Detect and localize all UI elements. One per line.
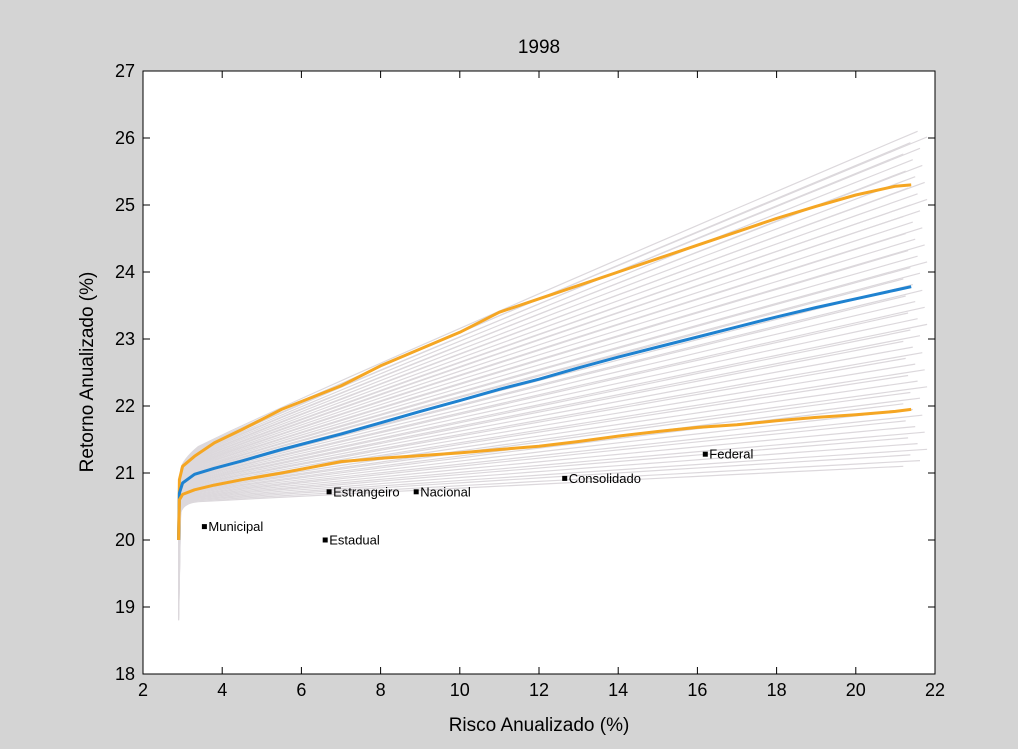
x-tick-label: 20 — [846, 680, 866, 700]
ensemble-line — [178, 448, 928, 569]
ensemble-line — [178, 130, 918, 544]
x-tick-label: 4 — [217, 680, 227, 700]
series-line — [177, 183, 912, 541]
y-tick-label: 23 — [115, 329, 135, 349]
point-label: Estadual — [329, 533, 380, 548]
y-tick-label: 25 — [115, 195, 135, 215]
point-label: Municipal — [208, 519, 263, 534]
y-tick-label: 27 — [115, 61, 135, 81]
ensemble-line — [178, 454, 911, 616]
point-label: Nacional — [420, 484, 471, 499]
ensemble-line — [178, 426, 916, 605]
x-axis-label: Risco Anualizado (%) — [449, 715, 630, 736]
point-marker — [702, 451, 708, 457]
ensemble-line — [178, 443, 918, 586]
y-tick-label: 22 — [115, 396, 135, 416]
x-tick-label: 18 — [767, 680, 787, 700]
y-tick-label: 19 — [115, 597, 135, 617]
ensemble-line — [178, 460, 921, 534]
ensemble-line — [178, 391, 911, 620]
series-line — [177, 285, 912, 541]
ensemble-lines — [178, 130, 928, 621]
point-marker — [562, 475, 568, 481]
y-tick-label: 26 — [115, 128, 135, 148]
series-line — [177, 407, 912, 541]
y-tick-label: 21 — [115, 463, 135, 483]
x-tick-label: 8 — [376, 680, 386, 700]
point-marker — [413, 489, 419, 495]
y-tick-label: 24 — [115, 262, 135, 282]
x-tick-label: 12 — [529, 680, 549, 700]
ensemble-line — [178, 414, 923, 578]
x-tick-label: 10 — [450, 680, 470, 700]
ensemble-line — [178, 363, 916, 561]
chart-title: 1998 — [518, 37, 560, 58]
ensemble-line — [178, 437, 909, 578]
ensemble-line — [178, 420, 906, 558]
x-tick-label: 22 — [925, 680, 945, 700]
x-tick-label: 6 — [296, 680, 306, 700]
ensemble-line — [178, 408, 913, 618]
ensemble-line — [178, 335, 921, 566]
point-marker — [326, 489, 332, 495]
x-axis: 2 4 6 8 10 12 14 16 18 20 22 — [138, 71, 945, 700]
series-lines — [177, 183, 912, 541]
plot-area — [143, 71, 935, 674]
point-label: Consolidado — [569, 471, 641, 486]
x-tick-label: 14 — [608, 680, 628, 700]
y-axis: 18 19 20 21 22 23 24 25 26 27 — [115, 61, 935, 684]
x-tick-label: 2 — [138, 680, 148, 700]
y-axis-label: Retorno Anualizado (%) — [77, 272, 98, 473]
point-label: Estrangeiro — [333, 484, 399, 499]
ensemble-line — [178, 431, 925, 562]
point-marker — [322, 537, 328, 543]
point-marker — [201, 524, 207, 530]
y-tick-label: 20 — [115, 530, 135, 550]
ensemble-line — [178, 352, 923, 550]
portfolio-points: Municipal Estadual Estrangeiro Nacional Cons… — [201, 447, 753, 548]
x-tick-label: 16 — [687, 680, 707, 700]
point-label: Federal — [709, 447, 753, 462]
ensemble-line — [178, 465, 904, 621]
y-tick-label: 18 — [115, 664, 135, 684]
